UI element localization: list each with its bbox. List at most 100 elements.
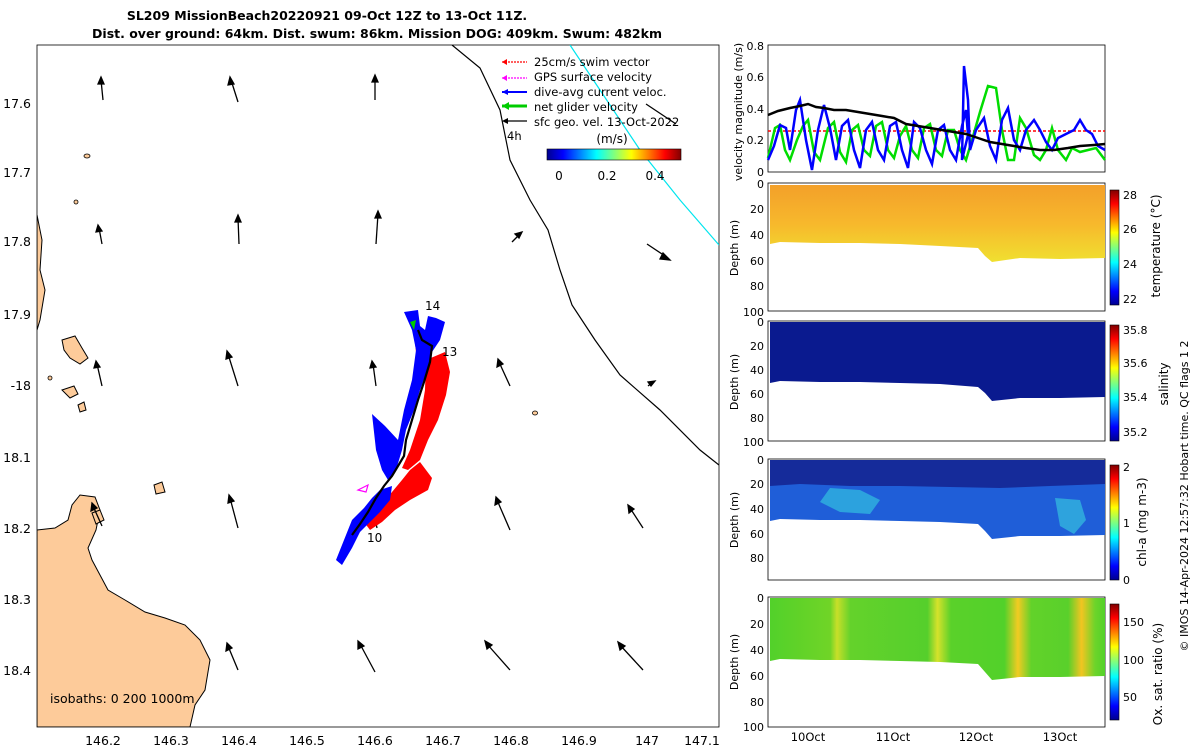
- isobath-label: isobaths: 0 200 1000m: [50, 691, 195, 706]
- map-y-tick: 17.6: [3, 96, 31, 111]
- velocity-y-tick: 0.4: [747, 103, 765, 116]
- salinity-section: Depth (m) 0 20 40 60 80 100 35.2 35.4 35…: [728, 316, 1171, 449]
- velocity-y-tick: 0.2: [747, 134, 765, 147]
- salinity-cbar-tick: 35.2: [1123, 426, 1148, 439]
- chlorophyll-bloom-patch-2: [1055, 498, 1086, 534]
- temperature-cbar-tick: 22: [1123, 293, 1137, 306]
- time-tick: 13Oct: [1043, 730, 1078, 744]
- salinity-cbar-tick: 35.8: [1123, 324, 1148, 337]
- dive-avg-current-fan: [336, 310, 445, 565]
- map-x-tick: 146.2: [85, 733, 121, 748]
- map-x-tick: 147: [635, 733, 659, 748]
- temperature-colorbar: [1109, 189, 1120, 306]
- temperature-cbar-tick: 26: [1123, 223, 1137, 236]
- velocity-ylabel: velocity magnitude (m/s): [732, 43, 745, 181]
- depth-tick: 20: [750, 618, 764, 631]
- day-label-13: 13: [442, 345, 457, 359]
- depth-tick: 100: [743, 721, 764, 734]
- legend-gps-surface-velocity: GPS surface velocity: [534, 70, 652, 84]
- colorbar-title: (m/s): [596, 132, 627, 146]
- island-dot-4: [47, 375, 53, 381]
- oxygen-section: Depth (m) 0 20 40 60 80 100 50 100 150 O…: [728, 592, 1165, 734]
- velocity-y-tick: 0: [757, 166, 764, 179]
- velocity-y-tick: 0.6: [747, 71, 765, 84]
- depth-tick: 80: [750, 412, 764, 425]
- depth-tick: 40: [750, 644, 764, 657]
- map-panel: 14 13 10 25cm/s swim vector GPS surface …: [3, 44, 720, 748]
- legend-duration-note: 4h: [507, 129, 522, 143]
- depth-tick: 40: [750, 364, 764, 377]
- net-glider-velocity-marker: [410, 320, 416, 330]
- oxygen-cbar-label: Ox. sat. ratio (%): [1151, 623, 1165, 725]
- map-x-tick: 146.6: [357, 733, 393, 748]
- temperature-cbar-label: temperature (°C): [1149, 195, 1163, 298]
- depth-tick: 60: [750, 670, 764, 683]
- chlorophyll-colorbar: [1109, 464, 1120, 581]
- depth-tick: 20: [750, 203, 764, 216]
- time-tick: 11Oct: [876, 730, 911, 744]
- map-y-tick: 17.9: [3, 307, 31, 322]
- legend-sfc-geo-velocity: sfc geo. vel. 13-Oct-2022: [534, 115, 679, 129]
- salinity-ylabel: Depth (m): [728, 354, 741, 410]
- map-legend: 25cm/s swim vector GPS surface velocity …: [502, 55, 682, 183]
- series-green: [766, 84, 1106, 166]
- velocity-y-tick: 0.8: [747, 40, 765, 53]
- temperature-ylabel: Depth (m): [728, 220, 741, 276]
- depth-tick: 20: [750, 478, 764, 491]
- gps-surface-velocity-marker: [356, 483, 369, 493]
- map-y-tick: -18: [11, 378, 31, 393]
- speed-colorbar: [546, 148, 682, 161]
- depth-tick: 20: [750, 340, 764, 353]
- depth-tick: 60: [750, 388, 764, 401]
- map-y-axis: 17.6 17.7 17.8 17.9 -18 18.1 18.2 18.3 1…: [3, 96, 31, 678]
- map-x-tick: 146.3: [153, 733, 189, 748]
- map-x-tick: 146.4: [221, 733, 257, 748]
- chlorophyll-bloom-patch: [820, 488, 880, 514]
- copyright-note: © IMOS 14-Apr-2024 12:57:32 Hobart time.…: [1178, 341, 1191, 652]
- colorbar-tick-2: 0.4: [645, 169, 664, 183]
- map-y-tick: 18.3: [3, 592, 31, 607]
- oxygen-cbar-tick: 150: [1123, 616, 1144, 629]
- temperature-field: [770, 185, 1105, 262]
- map-y-tick: 18.1: [3, 450, 31, 465]
- island-small-1: [61, 385, 79, 399]
- time-tick: 12Oct: [959, 730, 994, 744]
- depth-tick: 100: [743, 436, 764, 449]
- legend-swim-vector: 25cm/s swim vector: [534, 55, 650, 69]
- salinity-field: [770, 322, 1105, 401]
- colorbar-tick-1: 0.2: [597, 169, 616, 183]
- chlorophyll-cbar-label: chl-a (mg m-3): [1135, 477, 1149, 566]
- map-x-tick: 147.1: [684, 733, 720, 748]
- island-dot-2: [73, 199, 79, 205]
- series-blue: [766, 65, 1106, 171]
- chlorophyll-cbar-tick: 0: [1123, 574, 1130, 587]
- chlorophyll-cbar-tick: 2: [1123, 461, 1130, 474]
- map-y-tick: 17.8: [3, 234, 31, 249]
- depth-tick: 60: [750, 528, 764, 541]
- salinity-cbar-label: salinity: [1157, 362, 1171, 405]
- depth-tick: 40: [750, 503, 764, 516]
- oxygen-cbar-tick: 100: [1123, 654, 1144, 667]
- salinity-colorbar: [1109, 324, 1120, 442]
- series-black: [767, 102, 1106, 152]
- legend-net-glider-velocity: net glider velocity: [534, 100, 638, 114]
- depth-tick: 0: [757, 592, 764, 605]
- depth-tick: 80: [750, 552, 764, 565]
- depth-tick: 80: [750, 696, 764, 709]
- oxygen-field: [770, 598, 1105, 680]
- depth-tick: 40: [750, 229, 764, 242]
- isobath-200m: [451, 45, 719, 466]
- island-dot-3: [532, 410, 538, 416]
- island-small-2: [77, 401, 87, 413]
- time-tick: 10Oct: [791, 730, 826, 744]
- oxygen-colorbar: [1109, 603, 1120, 721]
- glider-track: [351, 329, 434, 536]
- map-y-tick: 18.4: [3, 663, 31, 678]
- time-axis: 10Oct 11Oct 12Oct 13Oct: [791, 730, 1078, 744]
- depth-tick: 0: [757, 316, 764, 329]
- colorbar-tick-0: 0: [555, 169, 563, 183]
- map-x-axis: 146.2 146.3 146.4 146.5 146.6 146.7 146.…: [85, 733, 720, 748]
- map-x-tick: 146.9: [561, 733, 597, 748]
- island-small-3: [153, 481, 166, 495]
- chlorophyll-section: Depth (m) 0 20 40 60 80 0 1 2 chl-a (mg …: [728, 454, 1149, 587]
